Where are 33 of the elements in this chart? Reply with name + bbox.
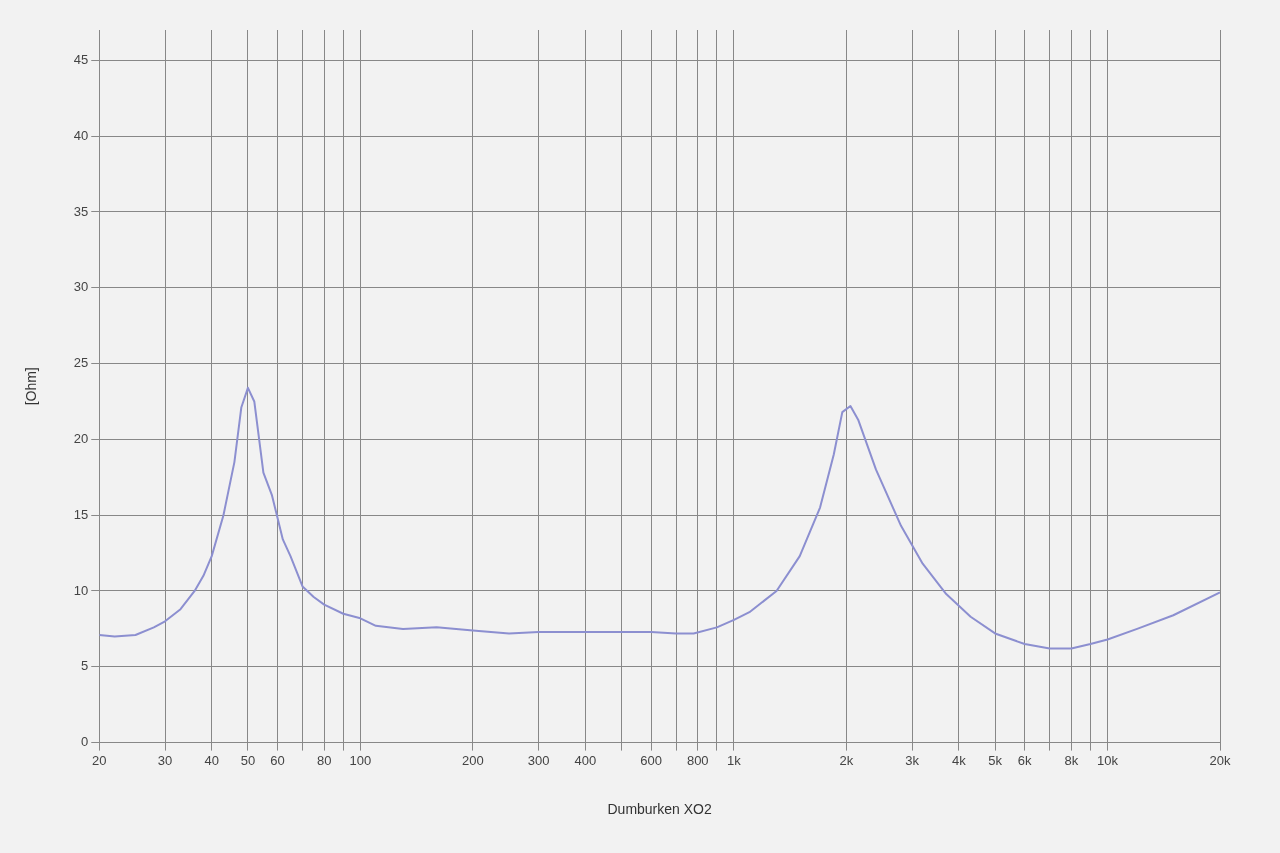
x-tick-label: 800 — [686, 752, 709, 768]
x-tick-label: 30 — [157, 752, 173, 768]
x-tick-label: 8k — [1064, 752, 1079, 768]
x-tick-label: 300 — [527, 752, 550, 768]
x-tick-label: 20k — [1209, 752, 1231, 768]
x-tick-label: 20 — [92, 752, 107, 768]
y-tick-label: 40 — [73, 127, 89, 143]
y-tick-label: 35 — [73, 203, 89, 219]
y-tick-label: 15 — [73, 506, 89, 522]
x-tick-label: 80 — [316, 752, 332, 768]
x-tick-label: 400 — [574, 752, 597, 768]
y-axis-title: [Ohm] — [23, 367, 40, 406]
x-tick-label: 600 — [640, 752, 662, 768]
x-tick-label: 6k — [1017, 752, 1033, 768]
x-tick-label: 60 — [270, 752, 285, 768]
x-tick-label: 10k — [1097, 752, 1119, 768]
x-tick-label: 200 — [461, 752, 484, 768]
y-tick-label: 45 — [73, 51, 89, 67]
x-tick-label: 50 — [240, 752, 256, 768]
x-tick-label: 3k — [905, 752, 920, 768]
y-tick-label: 10 — [73, 582, 89, 598]
y-tick-label: 30 — [73, 279, 89, 295]
x-tick-label: 5k — [988, 752, 1003, 768]
x-axis-title: Dumburken XO2 — [607, 801, 712, 818]
y-tick-label: 5 — [81, 658, 89, 674]
x-tick-label: 40 — [204, 752, 219, 768]
y-tick-label: 20 — [73, 430, 89, 446]
x-tick-label: 4k — [952, 752, 967, 768]
x-tick-label: 1k — [727, 752, 742, 768]
y-tick-label: 25 — [73, 355, 89, 371]
y-tick-label: 0 — [81, 734, 89, 750]
x-tick-label: 100 — [349, 752, 372, 768]
x-tick-label: 2k — [839, 752, 854, 768]
